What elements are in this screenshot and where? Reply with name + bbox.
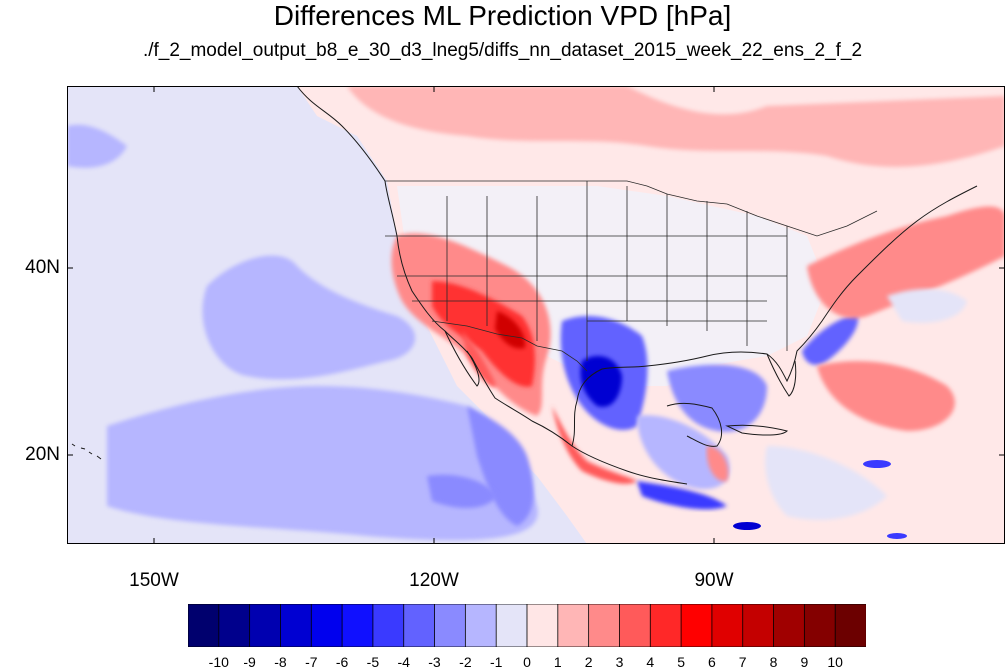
north-pink-band	[347, 86, 1005, 167]
colorbar-swatch	[188, 604, 220, 647]
difference-map	[67, 86, 1005, 544]
colorbar-swatch	[341, 604, 374, 647]
colorbar-tick-label: -10	[208, 654, 229, 670]
colorbar-tick-label: -8	[274, 654, 287, 670]
colorbar-tick-label: 0	[523, 654, 531, 670]
central-america-red	[552, 406, 637, 484]
colorbar-swatch	[834, 604, 866, 647]
coastlines	[71, 86, 978, 485]
colorbar-swatch	[588, 604, 621, 647]
colorbar-tick-label: 3	[615, 654, 624, 670]
caribbean-blue-spot	[863, 460, 891, 468]
colorbar-tick-label: 2	[584, 654, 593, 670]
colorbar-tick-label: -9	[243, 654, 256, 670]
baja-red	[462, 331, 497, 387]
caribbean-blue-spot	[733, 522, 761, 530]
colorbar-swatch	[310, 604, 343, 647]
colorbar-tick-label: -4	[397, 654, 410, 670]
map-panel	[67, 86, 1005, 544]
chart-subtitle: ./f_2_model_output_b8_e_30_d3_lneg5/diff…	[142, 40, 863, 61]
colorbar-swatch	[649, 604, 682, 647]
colorbar-tick-label: -5	[366, 654, 380, 670]
colorbar-tick-label: -7	[305, 654, 318, 670]
caribbean-blue-spot	[887, 533, 907, 539]
hawaii-islands	[71, 443, 102, 460]
colorbar-swatch	[434, 604, 467, 647]
pacific-blue-band	[107, 386, 538, 541]
colorbar-swatch	[803, 604, 836, 647]
gulf-coastline	[571, 185, 978, 447]
baja-coastline	[444, 330, 480, 387]
lon-label-150w: 150W	[129, 570, 179, 591]
colorbar-tick-label: 1	[553, 654, 562, 670]
pacific-blue-band	[427, 474, 497, 508]
colorbar-tick-labels: -10 -9 -8 -7 -6 -5 -4 -3 -2 -1 0 1 2 3 4 5 6 7 8 9 10	[0, 652, 1005, 672]
gulf-blue-region	[637, 415, 730, 490]
colorbar-swatch	[372, 604, 405, 647]
colorbar-tick-label: 5	[677, 654, 685, 670]
colorbar-swatch	[773, 604, 806, 647]
colorbar-swatch	[218, 604, 251, 647]
pacific-blue-band	[202, 255, 416, 380]
atlantic-red-region	[817, 361, 955, 431]
southwest-red-core	[432, 281, 535, 387]
us-mexico-border	[431, 320, 588, 372]
atlantic-blue-streak	[802, 314, 858, 365]
lat-label-40n: 40N	[25, 257, 60, 278]
colorbar-swatch	[742, 604, 775, 647]
chart-title: Differences ML Prediction VPD [hPa]	[273, 0, 732, 31]
caribbean-light-blue	[765, 446, 887, 520]
gulf-blue-region	[667, 364, 767, 432]
colorbar-tick-label: -6	[335, 654, 349, 670]
atlantic-light-blue	[887, 289, 967, 323]
colorbar-tick-label: 6	[707, 654, 716, 670]
colorbar-swatch	[249, 604, 282, 647]
colorbar-tick-label: -2	[459, 654, 472, 670]
colorbar-swatch	[526, 604, 559, 647]
colorbar-swatch	[403, 604, 436, 647]
colorbar-tick-label: 9	[800, 654, 809, 670]
yucatan-red	[706, 446, 729, 482]
colorbar-tick-label: 10	[827, 654, 843, 670]
colorbar-swatch	[495, 604, 528, 647]
colorbar-swatch	[680, 604, 713, 647]
pacific-coastline	[296, 86, 688, 485]
pacific-blue-band	[67, 124, 127, 168]
colorbar-tick-label: 8	[769, 654, 778, 670]
colorbar-swatch	[464, 604, 497, 647]
northeast-red-region	[807, 206, 1005, 319]
colorbar-tick-label: 4	[646, 654, 655, 670]
colorbar-tick-label: -3	[428, 654, 441, 670]
us-state-lines	[385, 181, 788, 361]
colorbar	[188, 604, 866, 647]
lat-label-20n: 20N	[25, 444, 60, 465]
cuba-coastline	[725, 424, 788, 436]
colorbar-swatch	[280, 604, 312, 647]
us-canada-border	[385, 180, 878, 237]
colorbar-swatch	[711, 604, 744, 647]
colorbar-swatch	[557, 604, 590, 647]
yucatan-coastline	[666, 402, 723, 447]
pacific-blue-band	[467, 406, 534, 526]
lon-label-120w: 120W	[409, 570, 459, 591]
lon-label-90w: 90W	[694, 570, 734, 591]
colorbar-tick-label: 7	[738, 654, 747, 670]
texas-blue-core	[580, 356, 622, 407]
florida-coastline	[766, 353, 797, 397]
southwest-red-peak	[495, 311, 526, 349]
political-borders	[385, 180, 878, 372]
central-america-blue-speckle	[637, 481, 727, 510]
colorbar-tick-label: -1	[489, 654, 503, 670]
colorbar-swatch	[619, 604, 651, 647]
